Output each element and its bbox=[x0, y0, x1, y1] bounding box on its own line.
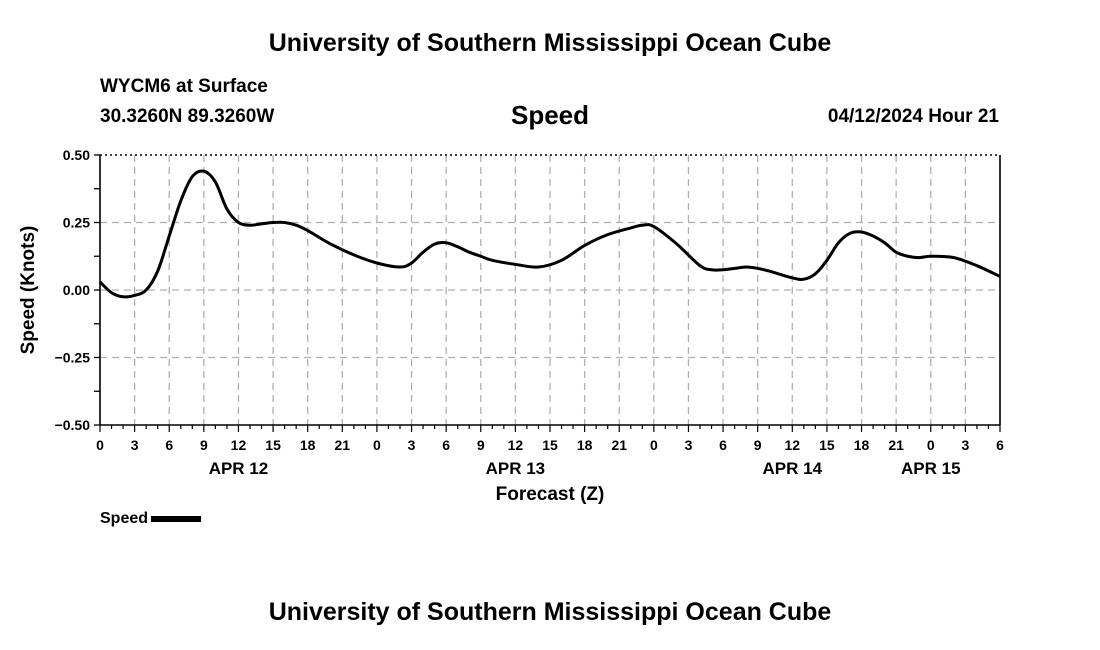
y-tick-label: 0.25 bbox=[63, 215, 90, 231]
x-tick-label: 12 bbox=[785, 437, 801, 453]
y-axis-title: Speed (Knots) bbox=[18, 226, 39, 355]
x-tick-label: 15 bbox=[819, 437, 835, 453]
legend-label: Speed bbox=[100, 510, 149, 527]
series-line-speed bbox=[98, 169, 1001, 299]
chart-title: Speed bbox=[510, 100, 590, 130]
coordinates-label: 30.3260N 89.3260W bbox=[100, 106, 275, 127]
datetime-label: 04/12/2024 Hour 21 bbox=[827, 106, 999, 127]
y-tick-label: −0.50 bbox=[55, 417, 91, 433]
x-tick-label: 18 bbox=[577, 437, 593, 453]
x-tick-label: 21 bbox=[888, 437, 904, 453]
x-tick-label: 3 bbox=[961, 437, 969, 453]
x-tick-label: 15 bbox=[265, 437, 281, 453]
x-tick-label: 12 bbox=[508, 437, 524, 453]
x-tick-label: 3 bbox=[131, 437, 139, 453]
x-tick-label: 3 bbox=[685, 437, 693, 453]
legend-swatch bbox=[151, 516, 202, 522]
x-tick-label: 6 bbox=[996, 437, 1004, 453]
x-tick-label: 21 bbox=[335, 437, 351, 453]
x-axis-title: Forecast (Z) bbox=[496, 484, 605, 505]
x-tick-label: 3 bbox=[408, 437, 416, 453]
y-tick-label: −0.25 bbox=[55, 350, 91, 366]
x-tick-label: 6 bbox=[719, 437, 727, 453]
x-tick-label: 9 bbox=[200, 437, 208, 453]
y-tick-label: 0.50 bbox=[63, 147, 90, 163]
bottom-title: University of Southern Mississippi Ocean… bbox=[268, 598, 832, 626]
x-tick-label: 18 bbox=[854, 437, 870, 453]
date-label: APR 15 bbox=[901, 459, 961, 478]
date-label: APR 12 bbox=[209, 459, 269, 478]
x-tick-label: 9 bbox=[754, 437, 762, 453]
x-tick-label: 0 bbox=[96, 437, 104, 453]
x-tick-label: 6 bbox=[165, 437, 173, 453]
x-tick-label: 0 bbox=[373, 437, 381, 453]
x-tick-label: 12 bbox=[231, 437, 247, 453]
date-label: APR 13 bbox=[486, 459, 546, 478]
legend: Speed bbox=[100, 510, 202, 528]
y-tick-label: 0.00 bbox=[63, 282, 90, 298]
top-title: University of Southern Mississippi Ocean… bbox=[268, 29, 832, 57]
x-tick-label: 0 bbox=[650, 437, 658, 453]
x-tick-label: 18 bbox=[300, 437, 316, 453]
x-tick-label: 0 bbox=[927, 437, 935, 453]
station-label: WYCM6 at Surface bbox=[100, 76, 268, 97]
x-tick-label: 15 bbox=[542, 437, 558, 453]
x-tick-label: 9 bbox=[477, 437, 485, 453]
x-tick-label: 21 bbox=[611, 437, 627, 453]
x-tick-label: 6 bbox=[442, 437, 450, 453]
date-label: APR 14 bbox=[763, 459, 823, 478]
